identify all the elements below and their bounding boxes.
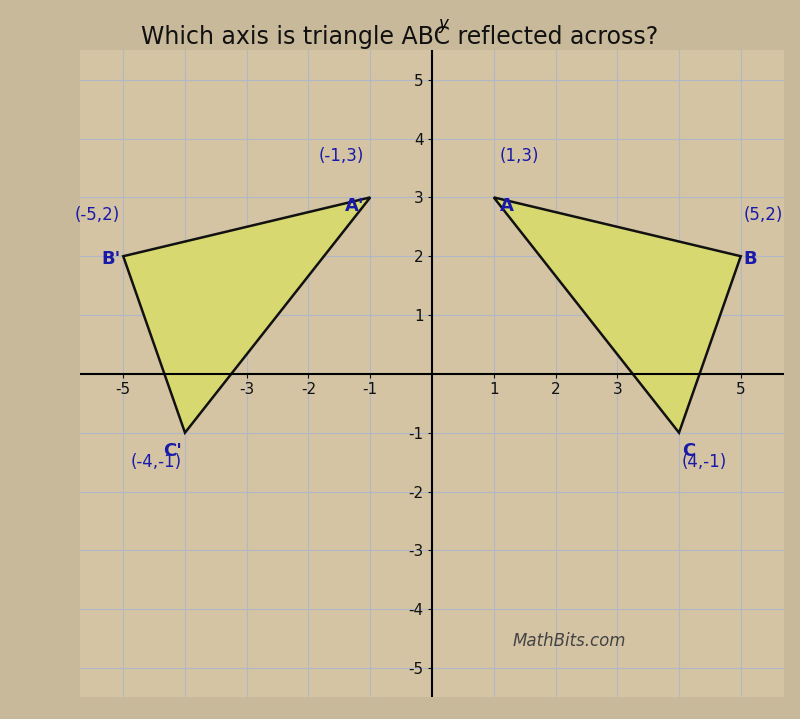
Text: A': A': [345, 198, 364, 216]
Text: y: y: [438, 15, 448, 33]
Text: B: B: [744, 250, 758, 268]
Text: (-4,-1): (-4,-1): [130, 453, 182, 471]
Text: MathBits.com: MathBits.com: [512, 633, 626, 651]
Text: C': C': [163, 441, 182, 459]
Text: (1,3): (1,3): [500, 147, 539, 165]
Text: (-1,3): (-1,3): [318, 147, 364, 165]
Text: Which axis is triangle ABC reflected across?: Which axis is triangle ABC reflected acr…: [142, 25, 658, 49]
Text: (4,-1): (4,-1): [682, 453, 727, 471]
Text: B': B': [101, 250, 120, 268]
Text: (5,2): (5,2): [744, 206, 783, 224]
Polygon shape: [494, 198, 741, 433]
Text: C: C: [682, 441, 695, 459]
Text: A: A: [500, 198, 514, 216]
Text: (-5,2): (-5,2): [75, 206, 120, 224]
Polygon shape: [123, 198, 370, 433]
